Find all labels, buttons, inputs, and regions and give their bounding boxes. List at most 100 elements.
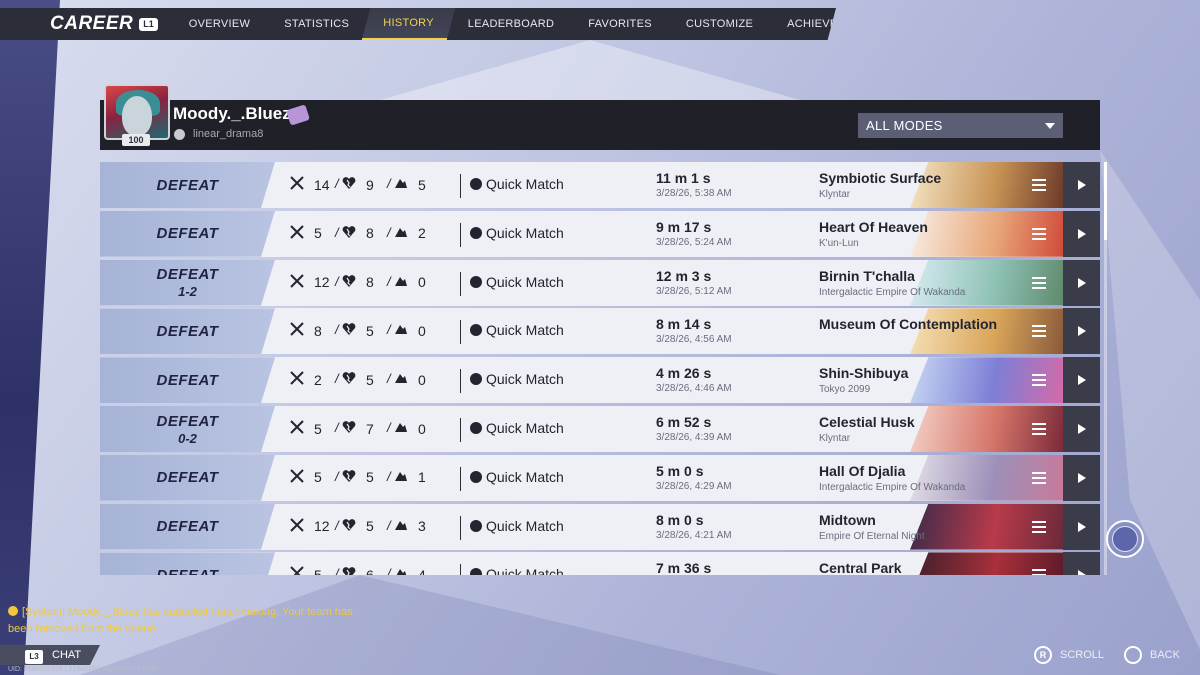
assist-icon xyxy=(394,371,418,388)
tab-statistics[interactable]: STATISTICS xyxy=(284,18,350,30)
result-cell: DEFEAT 1-2 xyxy=(100,259,275,306)
mode-label: Quick Match xyxy=(486,273,564,290)
play-icon xyxy=(1077,228,1086,239)
scrollbar-thumb[interactable] xyxy=(1104,162,1107,240)
career-nav-bar: CAREER L1 OVERVIEW STATISTICS HISTORY LEADE… xyxy=(0,8,836,40)
map-region: Empire Of Eternal Night xyxy=(819,530,925,542)
details-menu-icon[interactable] xyxy=(1032,276,1046,289)
kills-value: 5 xyxy=(314,469,322,486)
stat-divider: / xyxy=(335,468,339,484)
swords-icon xyxy=(290,225,314,242)
deaths-value: 5 xyxy=(366,469,374,486)
replay-button[interactable] xyxy=(1063,406,1100,452)
stat-divider: / xyxy=(335,371,339,387)
assists-value: 1 xyxy=(418,469,426,486)
map-region: K'un-Lun xyxy=(819,237,859,249)
replay-button[interactable] xyxy=(1063,210,1100,257)
game-mode: Quick Match xyxy=(470,225,564,241)
deaths-value: 8 xyxy=(366,274,374,291)
stat-divider: / xyxy=(335,420,339,435)
kills-value: 8 xyxy=(314,322,322,339)
match-row[interactable]: DEFEAT 1-2 12 / 8 / 0 Quick Match 12 m 3… xyxy=(100,259,1100,306)
match-duration: 9 m 17 s xyxy=(656,218,712,235)
l1-button-hint[interactable]: L1 xyxy=(139,17,158,31)
mode-label: Quick Match xyxy=(486,224,564,241)
stat-divider: / xyxy=(387,420,391,435)
replay-button[interactable] xyxy=(1063,308,1100,355)
result-cell: DEFEAT xyxy=(100,552,275,575)
tab-leaderboard[interactable]: LEADERBOARD xyxy=(467,18,555,30)
mode-icon xyxy=(470,275,482,288)
assist-icon xyxy=(394,518,418,535)
map-name: Hall Of Djalia xyxy=(819,462,906,479)
replay-button[interactable] xyxy=(1063,552,1100,575)
column-divider xyxy=(460,271,461,296)
scrollbar-track[interactable] xyxy=(1104,162,1107,575)
kills-stat: 5 xyxy=(290,469,322,486)
uid-line: UID: 2680035628 | 2164215 | 2603280536-0… xyxy=(8,666,159,673)
deaths-value: 8 xyxy=(366,225,374,242)
match-row[interactable]: DEFEAT 5 / 6 / 4 Quick Match 7 m 36 s Ce… xyxy=(100,552,1100,575)
details-menu-icon[interactable] xyxy=(1032,374,1046,387)
mode-filter-dropdown[interactable]: ALL MODES xyxy=(858,113,1063,138)
replay-button[interactable] xyxy=(1063,162,1100,208)
details-menu-icon[interactable] xyxy=(1032,179,1046,191)
map-region: Intergalactic Empire Of Wakanda xyxy=(819,286,966,298)
chat-button[interactable]: CHAT xyxy=(0,645,100,665)
assists-value: 0 xyxy=(418,371,426,388)
details-menu-icon[interactable] xyxy=(1032,569,1046,575)
details-menu-icon[interactable] xyxy=(1032,423,1046,435)
deaths-stat: 5 xyxy=(342,469,374,486)
match-history-list[interactable]: DEFEAT 14 / 9 / 5 Quick Match 11 m 1 s 3… xyxy=(100,162,1100,575)
deaths-stat: 5 xyxy=(342,371,374,388)
details-menu-icon[interactable] xyxy=(1032,520,1046,533)
details-menu-icon[interactable] xyxy=(1032,227,1046,240)
result-cell: DEFEAT xyxy=(100,308,275,355)
match-row[interactable]: DEFEAT 2 / 5 / 0 Quick Match 4 m 26 s 3/… xyxy=(100,357,1100,404)
details-menu-icon[interactable] xyxy=(1032,325,1046,338)
broken-heart-icon xyxy=(342,469,366,486)
result-label: DEFEAT xyxy=(156,412,219,430)
avatar[interactable] xyxy=(104,84,170,140)
map-name: Heart Of Heaven xyxy=(819,218,928,235)
tab-customize[interactable]: CUSTOMIZE xyxy=(685,18,754,30)
mode-label: Quick Match xyxy=(486,468,564,485)
tab-album[interactable]: ALBUM xyxy=(911,18,951,30)
mode-icon xyxy=(470,178,482,190)
map-region: Intergalactic Empire Of Wakanda xyxy=(819,481,966,493)
details-menu-icon[interactable] xyxy=(1032,471,1046,484)
match-duration: 12 m 3 s xyxy=(656,267,712,284)
swords-icon xyxy=(290,420,314,437)
kills-stat: 12 xyxy=(290,273,330,291)
swords-icon xyxy=(290,176,314,193)
replay-button[interactable] xyxy=(1063,357,1100,404)
stat-divider: / xyxy=(335,224,339,240)
round-score: 1-2 xyxy=(178,284,197,300)
match-row[interactable]: DEFEAT 5 / 8 / 2 Quick Match 9 m 17 s 3/… xyxy=(100,210,1100,257)
assist-icon xyxy=(394,469,418,486)
deaths-stat: 9 xyxy=(342,176,374,193)
match-row[interactable]: DEFEAT 0-2 5 / 7 / 0 Quick Match 6 m 52 … xyxy=(100,406,1100,452)
match-row[interactable]: DEFEAT 14 / 9 / 5 Quick Match 11 m 1 s 3… xyxy=(100,162,1100,208)
mode-icon xyxy=(470,470,482,483)
mode-label: Quick Match xyxy=(486,420,564,436)
broken-heart-icon xyxy=(342,566,366,575)
match-row[interactable]: DEFEAT 5 / 5 / 1 Quick Match 5 m 0 s 3/2… xyxy=(100,454,1100,501)
kills-value: 5 xyxy=(314,225,322,242)
r1-button-hint[interactable]: R1 xyxy=(978,18,998,31)
deaths-stat: 5 xyxy=(342,518,374,535)
replay-button[interactable] xyxy=(1063,503,1100,550)
match-row[interactable]: DEFEAT 12 / 5 / 3 Quick Match 8 m 0 s 3/… xyxy=(100,503,1100,550)
tab-achievements[interactable]: ACHIEVEMENTS xyxy=(787,18,878,30)
broken-heart-icon xyxy=(342,322,366,339)
map-name: Central Park xyxy=(819,560,902,575)
match-row[interactable]: DEFEAT 8 / 5 / 0 Quick Match 8 m 14 s 3/… xyxy=(100,308,1100,355)
back-hint[interactable]: BACK xyxy=(1124,646,1180,664)
assists-value: 0 xyxy=(418,420,426,437)
replay-button[interactable] xyxy=(1063,259,1100,306)
tab-overview[interactable]: OVERVIEW xyxy=(188,18,251,30)
tab-history[interactable]: HISTORY xyxy=(361,8,456,40)
tab-favorites[interactable]: FAVORITES xyxy=(588,18,652,30)
replay-button[interactable] xyxy=(1063,454,1100,501)
assists-value: 5 xyxy=(418,176,426,193)
